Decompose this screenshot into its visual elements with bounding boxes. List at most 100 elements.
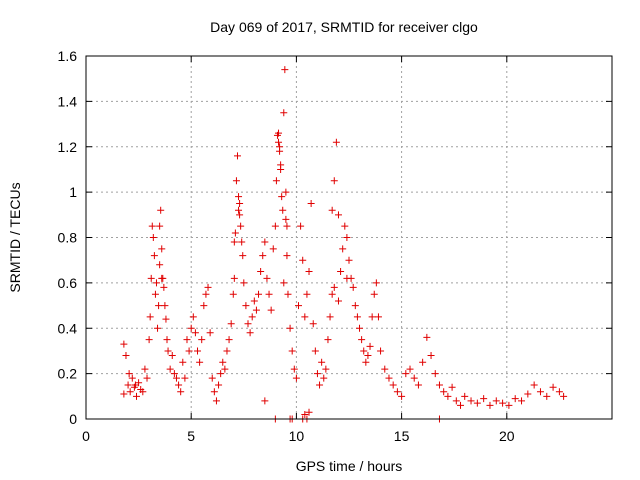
data-point [309, 320, 317, 328]
ticks-layer: 0 5 10 15 20 0 0.2 0.4 0.6 0.8 1 1.2 1.4 1.6 [58, 48, 612, 444]
data-point [364, 351, 372, 359]
data-point [271, 222, 279, 230]
data-point [126, 388, 134, 396]
y-tick-label: 0.6 [58, 275, 78, 291]
data-point [257, 268, 265, 276]
data-point [261, 397, 269, 405]
x-axis-label: GPS time / hours [296, 458, 403, 474]
data-point [164, 347, 172, 355]
data-point [303, 290, 311, 298]
series-group [120, 66, 568, 423]
data-point [200, 302, 208, 310]
data-point [212, 397, 220, 405]
data-point [210, 388, 218, 396]
data-points-layer [120, 66, 568, 423]
data-point [330, 283, 338, 291]
data-point [549, 383, 557, 391]
data-point [191, 329, 199, 337]
data-point [227, 320, 235, 328]
data-point [230, 274, 238, 282]
data-point [374, 313, 382, 321]
data-point [555, 388, 563, 396]
data-point [370, 290, 378, 298]
data-point [345, 256, 353, 264]
data-point [318, 358, 326, 366]
data-point [530, 381, 538, 389]
data-point [183, 336, 191, 344]
data-point [362, 358, 370, 366]
data-point [147, 274, 155, 282]
data-point [286, 324, 294, 332]
y-tick-label: 0.4 [58, 320, 78, 336]
data-point [560, 392, 568, 400]
data-point [389, 381, 397, 389]
data-point [120, 390, 128, 398]
data-point [406, 365, 414, 373]
data-point [292, 374, 300, 382]
data-point [393, 388, 401, 396]
data-point [255, 290, 263, 298]
data-point [467, 397, 475, 405]
grid-layer [86, 56, 612, 419]
data-point [486, 401, 494, 409]
y-tick-label: 1.4 [58, 93, 78, 109]
data-point [332, 138, 340, 146]
data-point [252, 306, 260, 314]
data-point [311, 347, 319, 355]
data-point [419, 358, 427, 366]
data-point [208, 374, 216, 382]
data-point [427, 351, 435, 359]
data-point [457, 401, 465, 409]
data-point [177, 388, 185, 396]
data-point [237, 222, 245, 230]
data-point [313, 370, 321, 378]
data-point [250, 297, 258, 305]
data-point [499, 399, 507, 407]
data-point [343, 234, 351, 241]
data-point [132, 392, 140, 400]
data-point [328, 290, 336, 298]
data-point [175, 381, 183, 389]
data-point [334, 297, 342, 305]
data-point [290, 365, 298, 373]
data-point [150, 252, 158, 260]
data-point [181, 374, 189, 382]
data-point [518, 397, 526, 405]
data-point [196, 358, 204, 366]
data-point [161, 302, 169, 310]
data-point [204, 283, 212, 291]
data-point [248, 313, 256, 321]
data-point [239, 252, 247, 260]
data-point [156, 222, 164, 230]
data-point [398, 392, 406, 400]
data-point [452, 397, 460, 405]
data-point [269, 245, 277, 253]
data-point [283, 252, 291, 260]
data-point [155, 302, 163, 310]
data-point [330, 177, 338, 185]
data-point [278, 193, 286, 201]
x-tick-label: 0 [82, 428, 90, 444]
data-point [219, 358, 227, 366]
data-point [505, 401, 513, 409]
x-tick-label: 15 [394, 428, 410, 444]
data-point [524, 390, 532, 398]
data-point [230, 238, 238, 246]
data-point [267, 306, 275, 314]
data-point [246, 329, 254, 337]
data-point [377, 347, 385, 355]
data-point [351, 302, 359, 310]
data-point [305, 408, 313, 416]
data-point [185, 347, 193, 355]
data-point [277, 165, 285, 173]
data-point [295, 302, 303, 310]
data-point [275, 129, 283, 137]
data-point [149, 234, 157, 241]
data-point [158, 245, 166, 253]
data-point [146, 313, 154, 321]
data-point [473, 399, 481, 407]
data-point [272, 177, 280, 185]
data-point [410, 374, 418, 382]
data-point [162, 315, 170, 323]
